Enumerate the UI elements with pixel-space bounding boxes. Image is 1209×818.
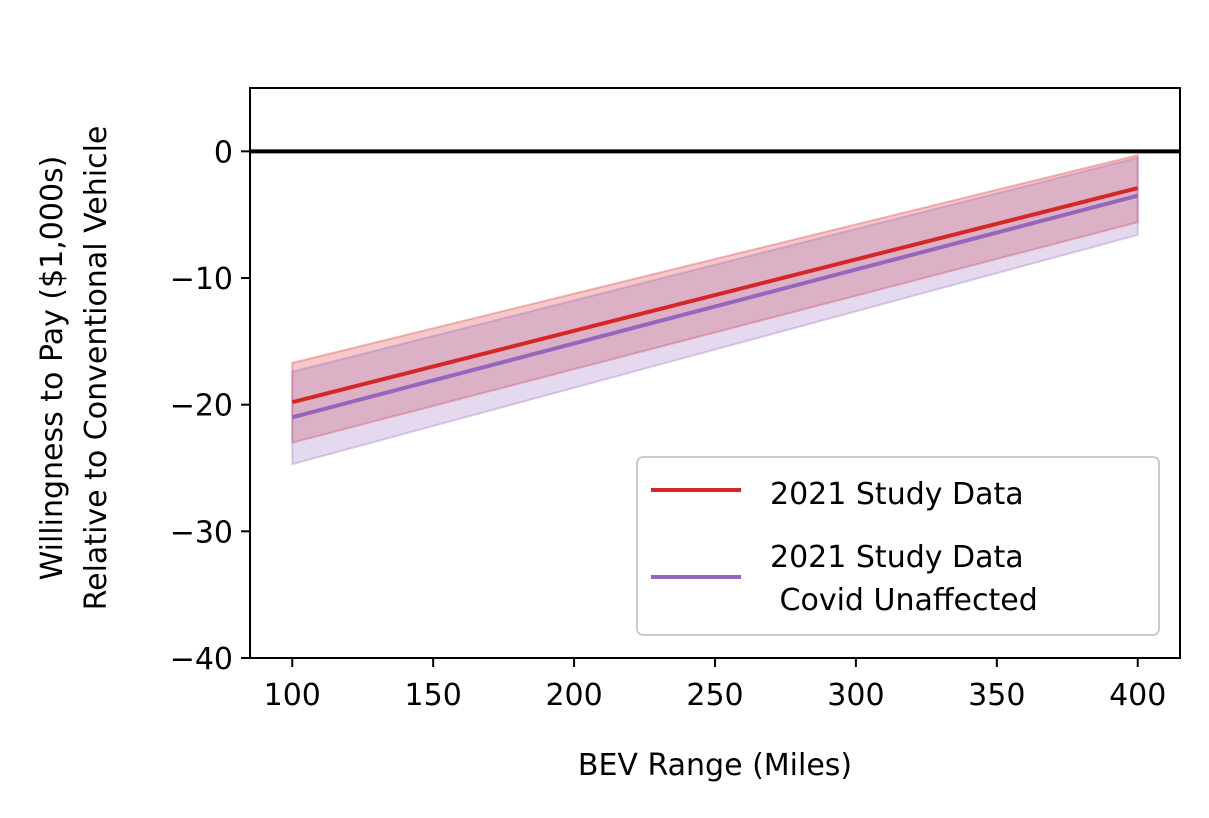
confidence-bands (291, 153, 1139, 466)
x-axis-ticks: 100 150 200 250 300 350 400 (264, 658, 1166, 713)
legend-label-study-data: 2021 Study Data (770, 477, 1024, 512)
y-tick-label: −10 (170, 262, 233, 297)
x-tick-label: 350 (968, 678, 1025, 713)
series-line-study-data (291, 186, 1139, 405)
y-tick-label: 0 (214, 135, 233, 170)
series-lines (291, 186, 1139, 420)
x-tick-label: 200 (545, 678, 602, 713)
legend-box (636, 456, 1160, 636)
x-tick-label: 150 (405, 678, 462, 713)
y-tick-label: −30 (170, 515, 233, 550)
legend-label-covid-unaffected-line-1: 2021 Study Data (770, 540, 1024, 575)
confidence-band-covid-unaffected (291, 156, 1139, 466)
y-axis-label-line-1: Willingness to Pay ($1,000s) (35, 156, 70, 581)
y-axis-label-line-2: Relative to Conventional Vehicle (79, 126, 114, 611)
x-tick-label: 100 (264, 678, 321, 713)
series-line-covid-unaffected (291, 193, 1139, 420)
x-tick-label: 400 (1109, 678, 1166, 713)
y-axis-ticks: 0 −10 −20 −30 −40 (170, 135, 250, 677)
x-tick-label: 300 (827, 678, 884, 713)
x-tick-label: 250 (686, 678, 743, 713)
legend: 2021 Study Data 2021 Study Data Covid Un… (636, 456, 1160, 636)
legend-label-covid-unaffected-line-2: Covid Unaffected (770, 583, 1038, 618)
y-tick-label: −40 (170, 642, 233, 677)
y-tick-label: −20 (170, 389, 233, 424)
x-axis-label: BEV Range (Miles) (578, 748, 852, 783)
